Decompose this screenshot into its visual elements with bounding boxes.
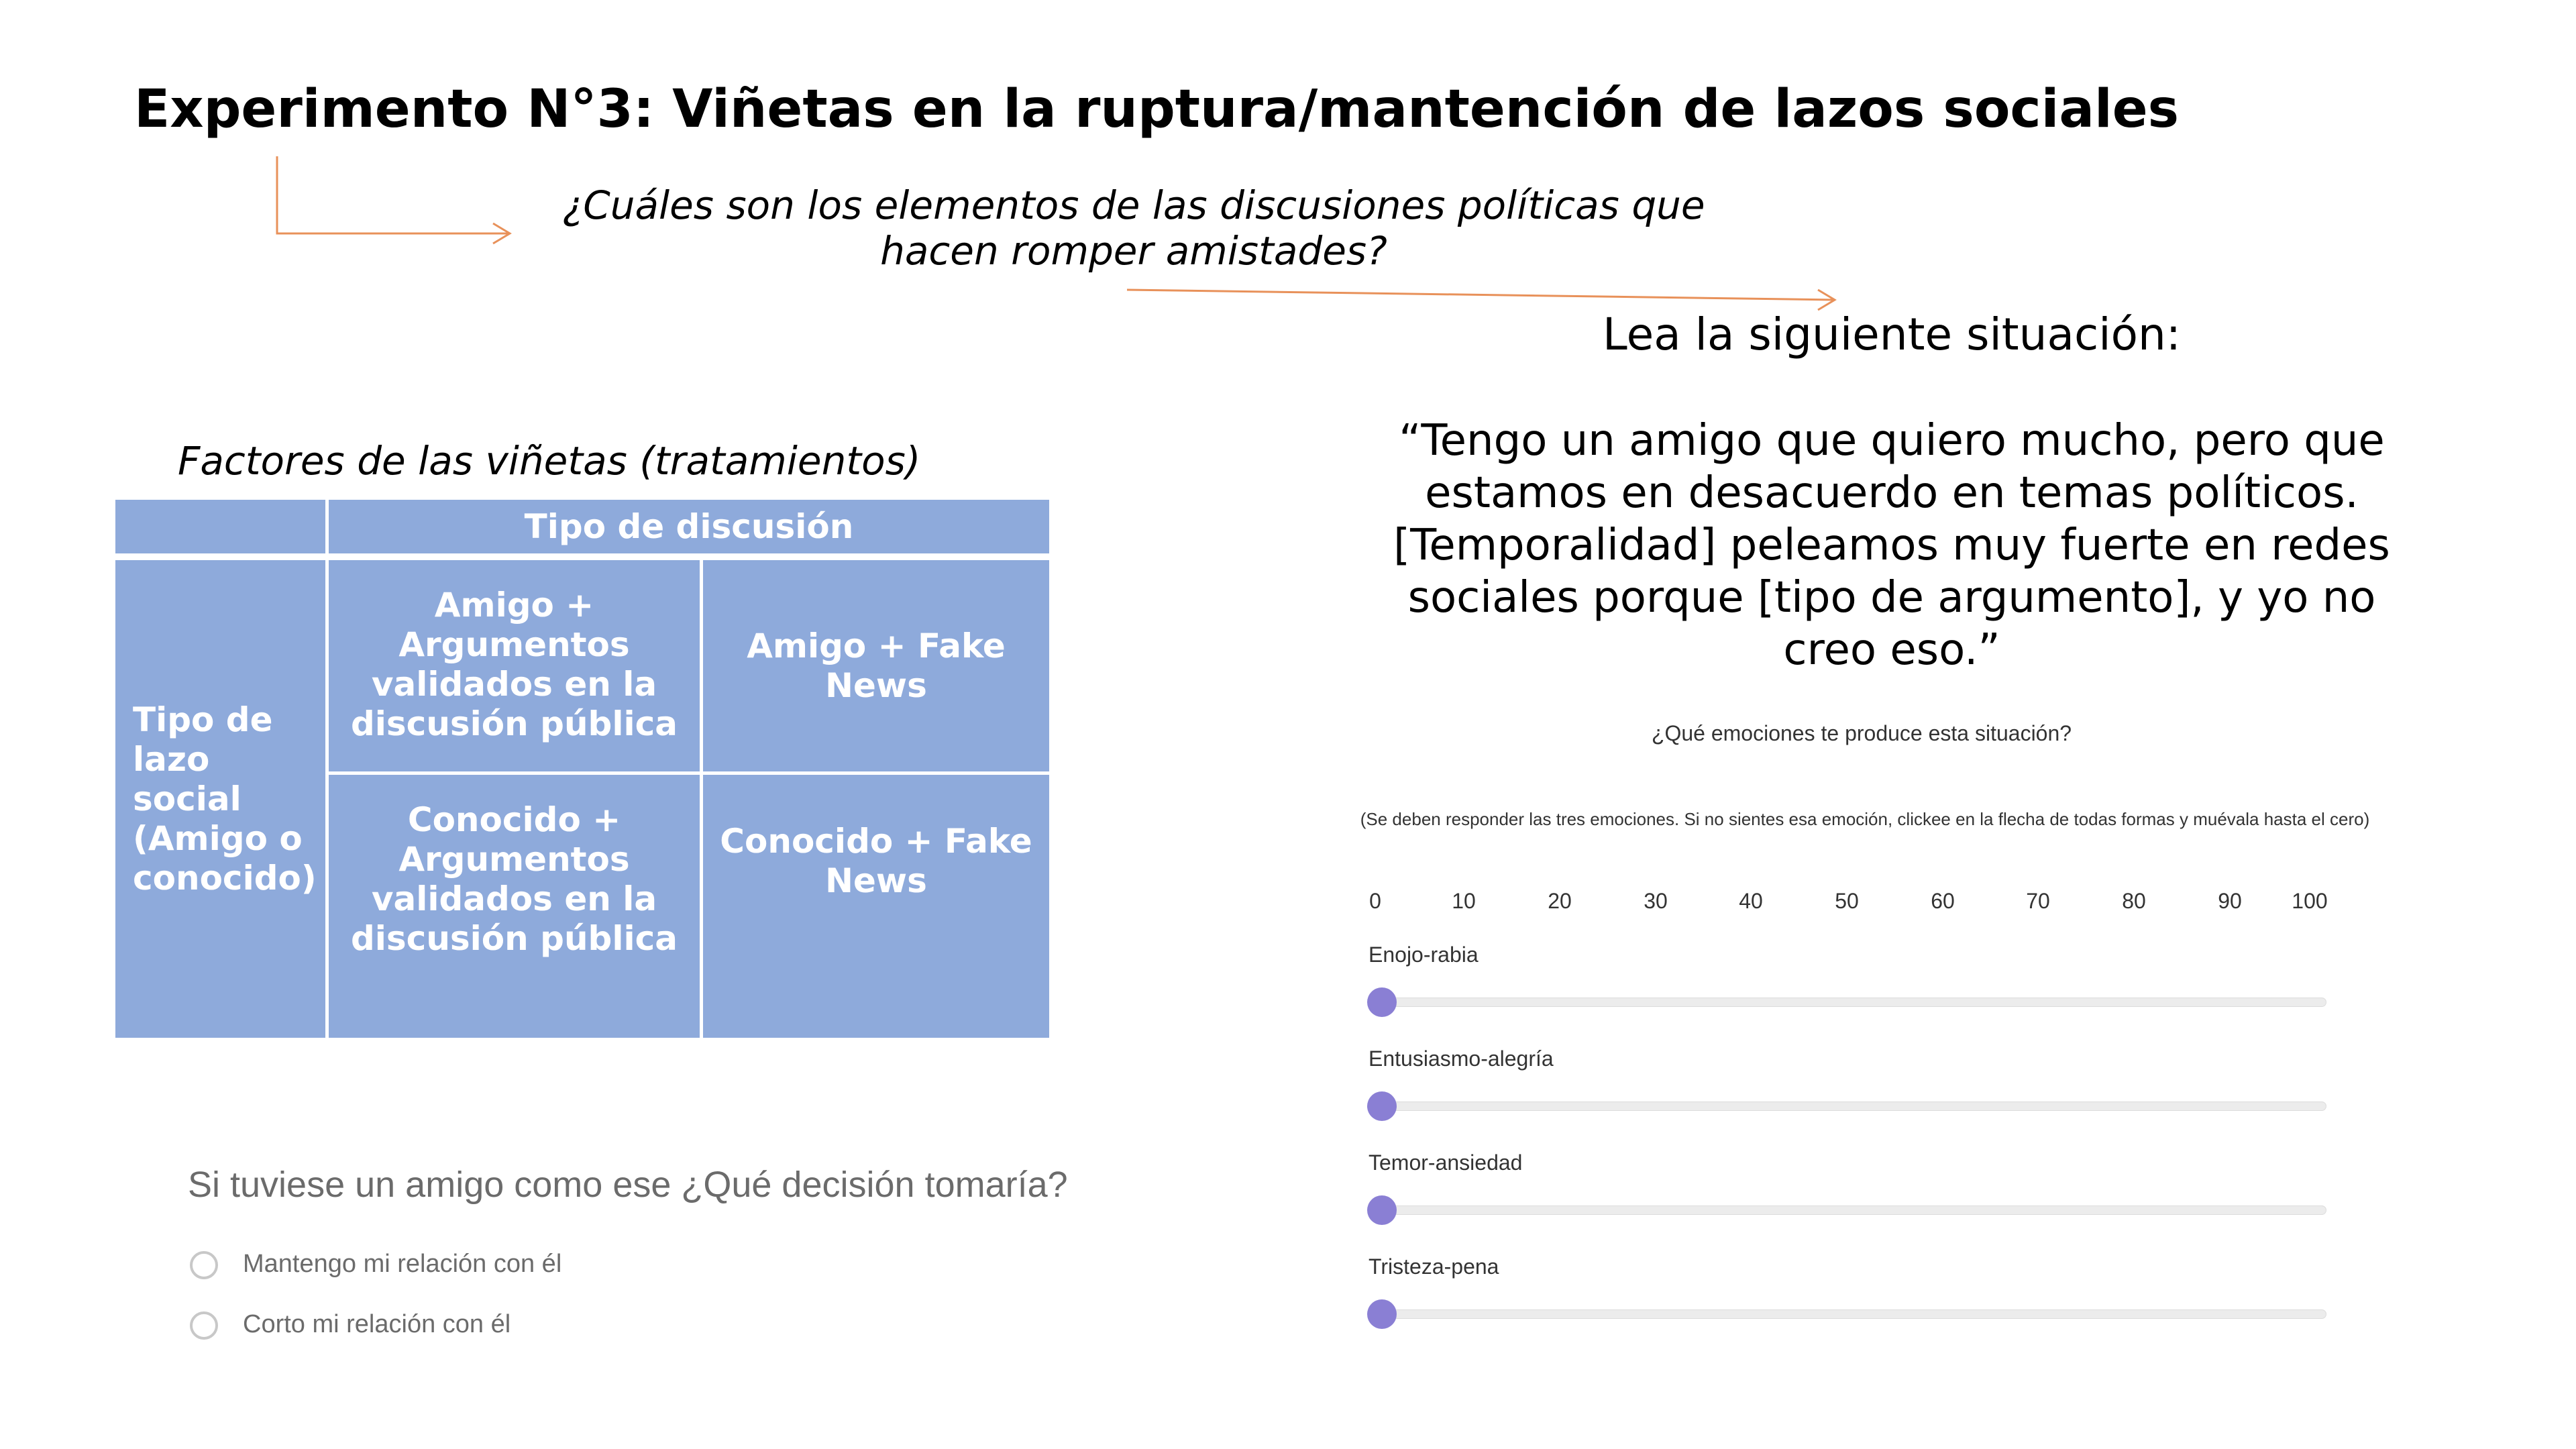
slider-track[interactable] xyxy=(1381,1309,2326,1319)
option-label[interactable]: Mantengo mi relación con él xyxy=(243,1250,562,1278)
scale-tick: 0 xyxy=(1369,889,1381,913)
slider-label: Entusiasmo-alegría xyxy=(1368,1046,1554,1071)
column-header: Tipo de discusión xyxy=(329,500,1049,553)
slider-label: Tristeza-pena xyxy=(1368,1254,1499,1279)
table-corner xyxy=(115,500,325,553)
research-question: ¿Cuáles son los elementos de las discusi… xyxy=(562,182,1705,274)
emotions-question: ¿Qué emociones te produce esta situación… xyxy=(1651,721,2072,745)
scale-tick: 70 xyxy=(2026,889,2050,913)
row-header: Tipo de lazo social (Amigo o conocido) xyxy=(115,560,325,1038)
scale-tick: 40 xyxy=(1739,889,1763,913)
scale-tick: 100 xyxy=(2292,889,2328,913)
vignette-heading: Lea la siguiente situación: xyxy=(1602,309,2182,360)
option-label[interactable]: Corto mi relación con él xyxy=(243,1310,511,1338)
vignette-text: “Tengo un amigo que quiero mucho, pero q… xyxy=(1393,416,2390,675)
slider-handle[interactable] xyxy=(1367,1299,1397,1329)
arrow-to-vignette xyxy=(1126,288,1837,311)
table-cell: Conocido + Fake News xyxy=(703,775,1049,1038)
factors-caption: Factores de las viñetas (tratamientos) xyxy=(178,438,921,484)
scale-tick: 30 xyxy=(1644,889,1668,913)
scale-tick: 20 xyxy=(1548,889,1572,913)
slider-label: Temor-ansiedad xyxy=(1368,1150,1523,1175)
scale-tick: 60 xyxy=(1931,889,1955,913)
slider-track[interactable] xyxy=(1381,1102,2326,1111)
scale-tick: 90 xyxy=(2218,889,2242,913)
slider-track[interactable] xyxy=(1381,1205,2326,1215)
scale-tick: 50 xyxy=(1835,889,1859,913)
slider-label: Enojo-rabia xyxy=(1368,943,1479,967)
slider-handle[interactable] xyxy=(1367,987,1397,1017)
table-cell: Amigo + Argumentos validados en la discu… xyxy=(329,560,700,771)
radio-button[interactable] xyxy=(190,1251,218,1279)
arrow-to-question xyxy=(276,156,512,245)
table-cell: Amigo + Fake News xyxy=(703,560,1049,771)
decision-question: Si tuviese un amigo como ese ¿Qué decisi… xyxy=(188,1165,1068,1205)
slider-handle[interactable] xyxy=(1367,1195,1397,1225)
slider-handle[interactable] xyxy=(1367,1091,1397,1121)
scale-tick: 10 xyxy=(1452,889,1476,913)
emotions-instructions: (Se deben responder las tres emociones. … xyxy=(1360,809,2370,829)
page-title: Experimento N°3: Viñetas en la ruptura/m… xyxy=(134,79,2180,140)
slider-track[interactable] xyxy=(1381,998,2326,1007)
scale-tick: 80 xyxy=(2122,889,2146,913)
radio-button[interactable] xyxy=(190,1311,218,1340)
table-cell: Conocido + Argumentos validados en la di… xyxy=(329,775,700,1038)
